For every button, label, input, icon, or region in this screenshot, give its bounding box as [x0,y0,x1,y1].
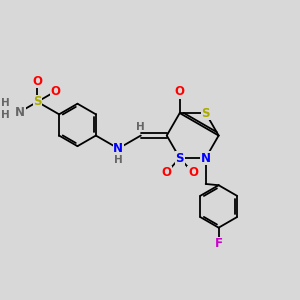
Text: O: O [175,85,185,98]
Text: O: O [188,166,198,179]
Text: N: N [201,152,211,164]
Text: H: H [136,122,145,132]
Text: H: H [114,155,123,165]
Text: S: S [176,152,184,164]
Text: N: N [113,142,123,155]
Text: S: S [33,95,42,108]
Text: N: N [15,106,25,118]
Text: F: F [214,237,223,250]
Text: O: O [161,166,172,179]
Text: S: S [201,106,210,120]
Text: H: H [1,110,10,120]
Text: H: H [1,98,10,108]
Text: O: O [50,85,60,98]
Text: O: O [32,75,42,88]
